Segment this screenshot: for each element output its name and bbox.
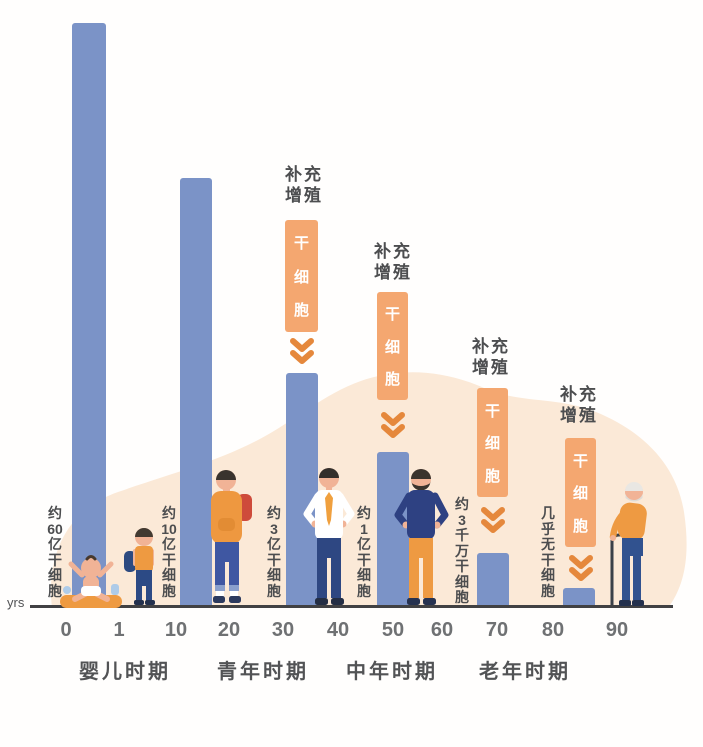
elderly-man-with-cane-figure [609, 482, 647, 606]
age-tick-40: 40 [326, 619, 350, 641]
yrs-unit-label: yrs [7, 595, 25, 610]
age-tick-0: 0 [60, 619, 72, 641]
count-label: 约 60 亿干细胞 [47, 505, 63, 599]
middle-aged-man-figure [394, 469, 449, 605]
replenish-label: 补充 增殖 [472, 337, 510, 377]
count-label: 约 10 亿干细胞 [161, 505, 177, 599]
double-chevron-down-icon [481, 507, 505, 533]
replenish-label: 补充 增殖 [560, 385, 598, 425]
stem-cell-bar-age-70 [477, 553, 509, 606]
stem-cell-bar-age-50 [377, 452, 409, 606]
stem-cell-bar-age-0 [72, 23, 106, 606]
stem-cell-bar-age-85 [563, 588, 595, 606]
double-chevron-down-icon [569, 555, 593, 581]
stem-cell-bar-age-10 [180, 178, 212, 606]
count-label: 几乎无干细胞 [541, 505, 555, 599]
stage-label-old-age: 老年时期 [479, 661, 571, 683]
stem-cell-bar-age-30 [286, 373, 318, 606]
stage-label-youth: 青年时期 [217, 661, 309, 683]
double-chevron-down-icon [290, 338, 314, 364]
age-tick-10: 10 [164, 619, 188, 641]
age-tick-90: 90 [605, 619, 629, 641]
stem-cell-box: 干 细 胞 [285, 220, 318, 332]
age-tick-30: 30 [271, 619, 295, 641]
young-man-figure [211, 470, 252, 603]
age-tick-60: 60 [430, 619, 454, 641]
toddler-figure [124, 528, 155, 605]
stage-label-middle-age: 中年时期 [346, 661, 438, 683]
stem-cell-box: 干 细 胞 [377, 292, 408, 400]
age-tick-70: 70 [485, 619, 509, 641]
replenish-label: 补充 增殖 [285, 165, 323, 205]
x-axis-line [30, 605, 673, 608]
baby-figure [60, 555, 122, 608]
age-tick-1: 1 [113, 619, 125, 641]
replenish-label: 补充 增殖 [374, 242, 412, 282]
age-tick-80: 80 [541, 619, 565, 641]
stage-label-infant: 婴儿时期 [79, 661, 171, 683]
stem-cell-box: 干 细 胞 [477, 388, 508, 497]
age-tick-50: 50 [381, 619, 405, 641]
age-tick-20: 20 [217, 619, 241, 641]
man-in-tie-figure [303, 468, 355, 605]
double-chevron-down-icon [381, 412, 405, 438]
stem-cell-box: 干 细 胞 [565, 438, 596, 547]
